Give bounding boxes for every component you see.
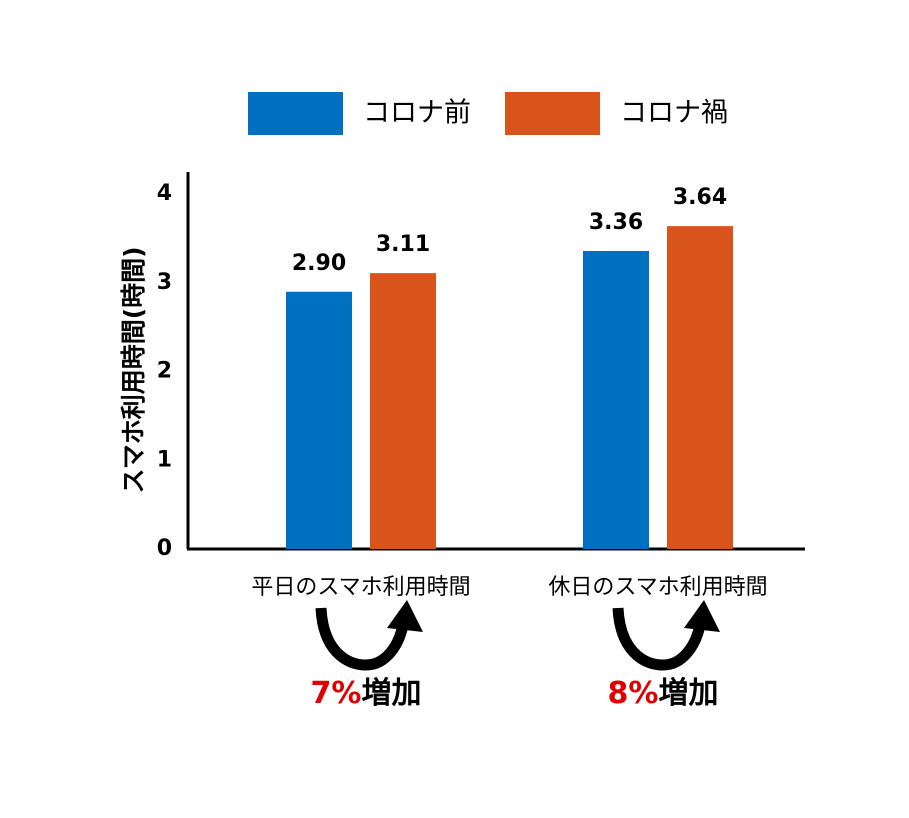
y-tick-label: 4 xyxy=(157,181,172,206)
legend-label: コロナ禍 xyxy=(620,98,728,129)
value-label: 3.11 xyxy=(376,232,430,257)
annotation: 8%増加 xyxy=(608,676,719,711)
y-tick-label: 0 xyxy=(157,536,172,561)
annotation-percent: 8% xyxy=(608,676,659,711)
bar xyxy=(286,291,352,549)
legend-swatch xyxy=(248,92,343,135)
bar xyxy=(370,273,436,549)
annotation-percent: 7% xyxy=(311,676,362,711)
legend-label: コロナ前 xyxy=(363,98,471,129)
x-tick-label: 平日のスマホ利用時間 xyxy=(251,575,470,600)
value-label: 2.90 xyxy=(292,251,346,276)
value-label: 3.64 xyxy=(673,185,727,210)
y-tick-label: 2 xyxy=(157,359,172,384)
value-label: 3.36 xyxy=(589,210,643,235)
y-tick-label: 1 xyxy=(157,447,172,472)
bar xyxy=(667,226,733,549)
arrow-head xyxy=(684,600,720,632)
increase-arrow xyxy=(612,607,706,671)
annotation-text: 増加 xyxy=(361,676,421,711)
annotation-text: 増加 xyxy=(658,676,718,711)
arrow-head xyxy=(387,600,423,632)
increase-arrow xyxy=(315,607,409,671)
x-tick-label: 休日のスマホ利用時間 xyxy=(548,575,767,600)
y-tick-label: 3 xyxy=(157,270,172,295)
bar xyxy=(583,250,649,549)
legend-swatch xyxy=(505,92,600,135)
y-axis-label: スマホ利用時間(時間) xyxy=(119,246,148,493)
annotation: 7%増加 xyxy=(311,676,422,711)
